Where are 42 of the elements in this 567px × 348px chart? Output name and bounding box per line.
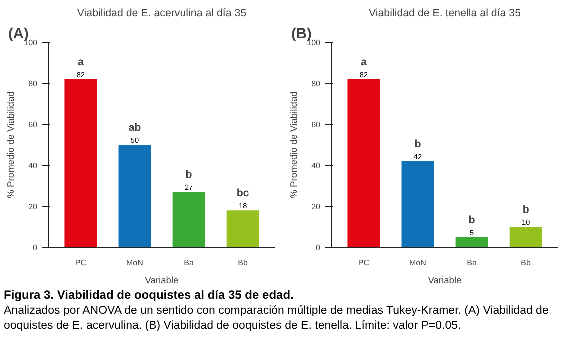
y-tick-label: 0 [33,244,38,252]
x-tick-label: MoN [410,258,427,268]
annotation: b [468,214,476,226]
bar [64,79,98,248]
annotation: ab [128,122,142,134]
x-tick-label: Ba [467,258,478,268]
x-tick-label: PC [358,258,370,268]
y-tick-label: 40 [28,162,38,170]
x-tick-label: PC [75,258,87,268]
annotation: bc [236,188,250,200]
annotation: b [414,138,422,150]
y-tick-label: 80 [28,80,38,88]
y-tick-label: 20 [312,202,322,212]
bar [510,227,542,248]
y-tick-label: 0 [316,244,322,252]
annotation: a [360,56,367,68]
y-axis-title: % Promedio de Viabilidad [6,92,16,198]
x-tick-label: Bb [238,258,249,268]
text: Figura 3. Viabilidad de ooquistes al día 35 de edad. [4,288,294,302]
y-tick-label: 40 [312,162,322,170]
y-axis-title: % Promedio de Viabilidad [289,92,300,198]
text: Analizados por ANOVA de un sentido con comparación múltiple de medias Tukey-Kramer. (A) Viabilidad de ooquistes de E. acervulina. (B) Viabilidad de ooquistes de E. tenella. Límite: valor P=0.05. [4,304,549,332]
bar [348,79,380,248]
y-tick-label: 60 [28,120,38,130]
annotation: a [78,56,84,68]
x-axis-title: Variable [145,276,179,286]
x-tick-label: Bb [521,258,532,268]
bar [172,192,206,248]
bar [118,145,152,248]
bar [456,237,488,248]
chart-title: Viabilidad de E. acervulina al día 35 [77,8,247,20]
y-tick-label: 60 [312,120,322,130]
x-tick-label: Ba [184,258,194,268]
x-tick-label: MoN [126,258,144,268]
y-tick-label: 20 [28,202,38,212]
bar [402,161,434,248]
y-tick-label: 80 [312,80,322,88]
annotation: b [186,169,193,182]
chart-title: Viabilidad de E. tenella al día 35 [368,8,522,20]
bar [226,210,260,248]
x-axis-title: Variable [428,276,462,286]
annotation: b [522,204,530,216]
